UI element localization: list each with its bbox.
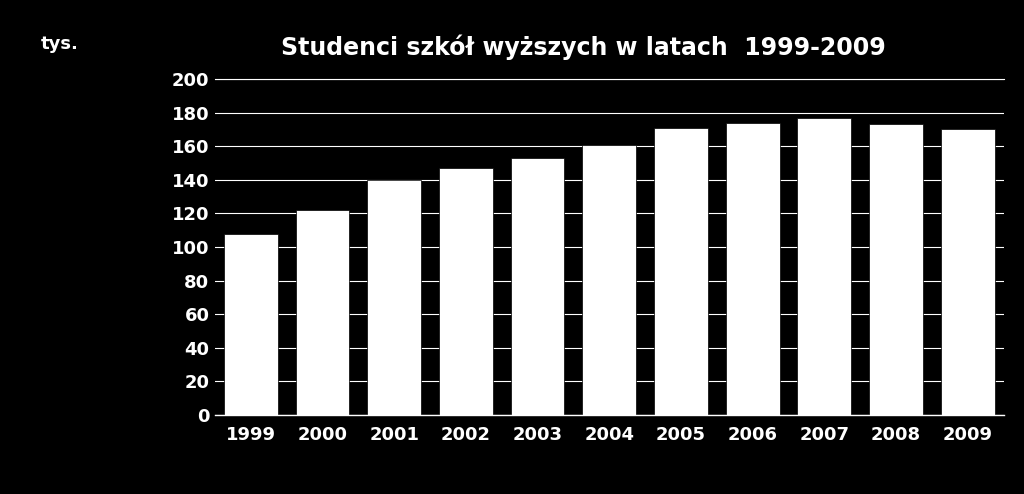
Bar xyxy=(869,124,923,415)
Bar xyxy=(654,128,708,415)
Bar xyxy=(368,180,421,415)
Text: Studenci szkół wyższych w latach  1999-2009: Studenci szkół wyższych w latach 1999-20… xyxy=(282,35,886,60)
Bar xyxy=(296,210,349,415)
Bar xyxy=(941,129,994,415)
Bar xyxy=(511,158,564,415)
Bar xyxy=(439,168,493,415)
Text: tys.: tys. xyxy=(41,35,79,52)
Bar xyxy=(798,118,851,415)
Bar xyxy=(224,234,278,415)
Bar xyxy=(726,123,779,415)
Bar xyxy=(583,145,636,415)
